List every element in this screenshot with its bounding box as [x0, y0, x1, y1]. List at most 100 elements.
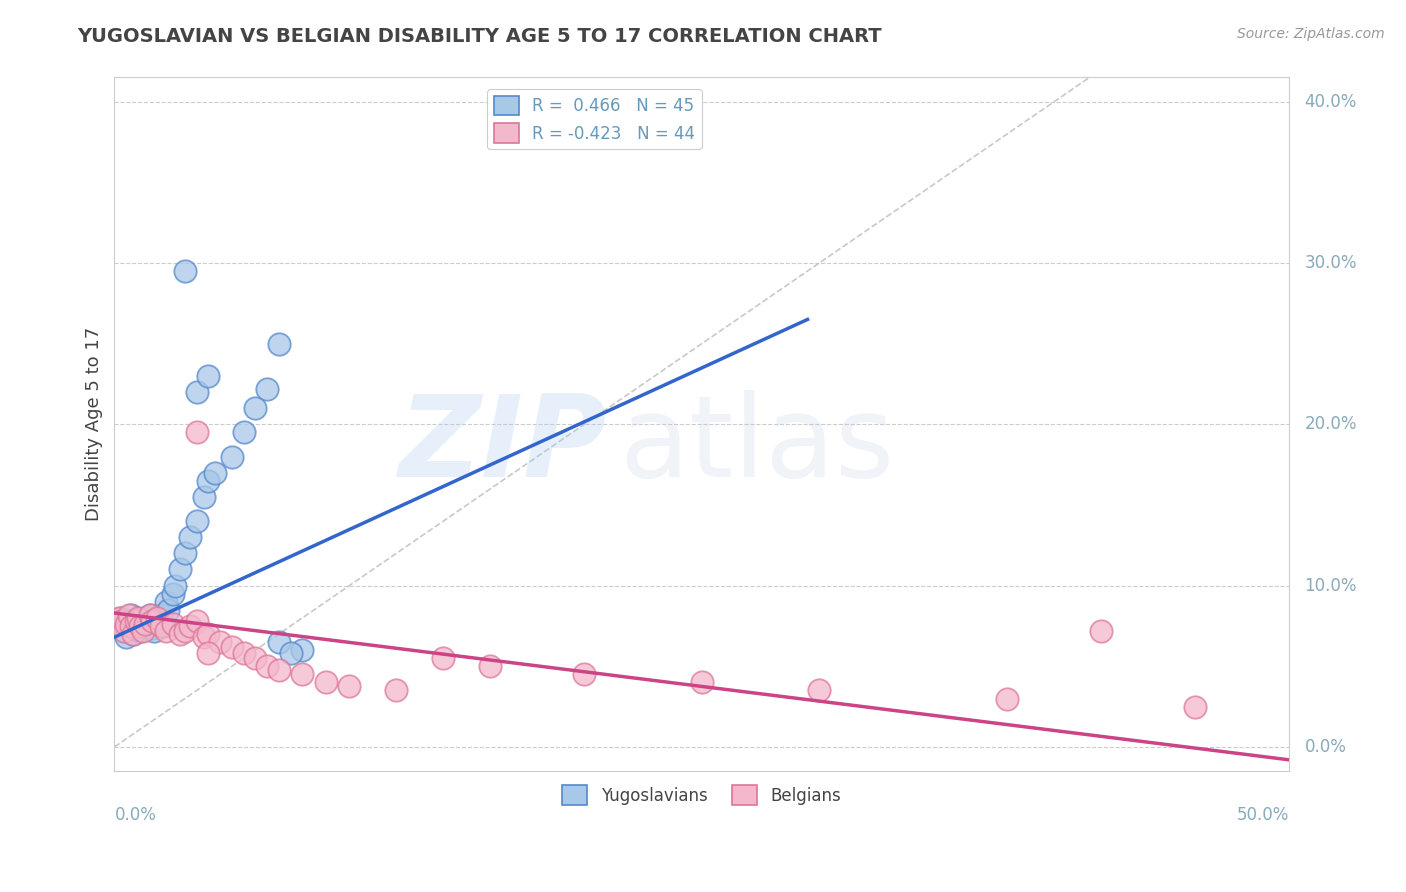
Point — [117, 607, 139, 622]
Point — [385, 683, 408, 698]
Point — [179, 530, 201, 544]
Point — [129, 619, 152, 633]
Point — [150, 619, 173, 633]
Point — [134, 617, 156, 632]
Point — [808, 683, 831, 698]
Point — [145, 611, 167, 625]
Point — [315, 675, 337, 690]
Point — [110, 611, 132, 625]
Point — [115, 630, 138, 644]
Point — [155, 624, 177, 638]
Point — [138, 617, 160, 632]
Point — [197, 646, 219, 660]
Point — [120, 619, 142, 633]
Point — [193, 490, 215, 504]
Point — [174, 546, 197, 560]
Text: YUGOSLAVIAN VS BELGIAN DISABILITY AGE 5 TO 17 CORRELATION CHART: YUGOSLAVIAN VS BELGIAN DISABILITY AGE 5 … — [77, 27, 882, 45]
Point — [245, 651, 267, 665]
Text: ZIP: ZIP — [399, 390, 607, 500]
Point — [221, 640, 243, 654]
Point — [131, 624, 153, 638]
Point — [280, 646, 302, 660]
Point — [157, 603, 180, 617]
Point — [169, 627, 191, 641]
Point — [108, 611, 131, 625]
Point — [141, 614, 163, 628]
Point — [479, 659, 502, 673]
Point — [122, 627, 145, 641]
Point — [136, 611, 159, 625]
Point — [108, 619, 131, 633]
Point — [141, 621, 163, 635]
Point — [162, 617, 184, 632]
Point — [143, 624, 166, 638]
Point — [256, 659, 278, 673]
Point — [174, 264, 197, 278]
Point — [150, 607, 173, 622]
Point — [169, 562, 191, 576]
Text: Source: ZipAtlas.com: Source: ZipAtlas.com — [1237, 27, 1385, 41]
Point — [291, 667, 314, 681]
Text: 0.0%: 0.0% — [1305, 738, 1347, 756]
Point — [256, 382, 278, 396]
Point — [574, 667, 596, 681]
Text: 10.0%: 10.0% — [1305, 576, 1357, 595]
Point — [152, 619, 174, 633]
Point — [162, 587, 184, 601]
Point — [186, 384, 208, 399]
Point — [134, 614, 156, 628]
Point — [112, 624, 135, 638]
Legend: Yugoslavians, Belgians: Yugoslavians, Belgians — [555, 779, 848, 812]
Point — [186, 614, 208, 628]
Point — [197, 627, 219, 641]
Point — [122, 627, 145, 641]
Point — [337, 679, 360, 693]
Text: atlas: atlas — [620, 390, 894, 500]
Point — [124, 622, 146, 636]
Point — [995, 691, 1018, 706]
Point — [127, 611, 149, 625]
Text: 30.0%: 30.0% — [1305, 254, 1357, 272]
Point — [110, 614, 132, 628]
Point — [1184, 699, 1206, 714]
Text: 40.0%: 40.0% — [1305, 93, 1357, 111]
Point — [174, 624, 197, 638]
Point — [1090, 624, 1112, 638]
Point — [120, 607, 142, 622]
Point — [155, 595, 177, 609]
Point — [232, 646, 254, 660]
Point — [193, 630, 215, 644]
Point — [129, 624, 152, 638]
Point — [267, 336, 290, 351]
Point — [291, 643, 314, 657]
Point — [127, 611, 149, 625]
Point — [432, 651, 454, 665]
Point — [186, 514, 208, 528]
Point — [165, 579, 187, 593]
Point — [145, 611, 167, 625]
Point — [204, 466, 226, 480]
Point — [112, 624, 135, 638]
Point — [124, 614, 146, 628]
Point — [267, 663, 290, 677]
Point — [197, 474, 219, 488]
Y-axis label: Disability Age 5 to 17: Disability Age 5 to 17 — [86, 327, 103, 522]
Point — [120, 614, 142, 628]
Point — [131, 619, 153, 633]
Text: 50.0%: 50.0% — [1237, 805, 1289, 824]
Point — [690, 675, 713, 690]
Point — [245, 401, 267, 416]
Text: 0.0%: 0.0% — [114, 805, 156, 824]
Point — [197, 368, 219, 383]
Point — [209, 635, 232, 649]
Point — [186, 425, 208, 440]
Point — [148, 614, 170, 628]
Text: 20.0%: 20.0% — [1305, 416, 1357, 434]
Point — [138, 607, 160, 622]
Point — [232, 425, 254, 440]
Point — [221, 450, 243, 464]
Point — [138, 607, 160, 622]
Point — [267, 635, 290, 649]
Point — [117, 619, 139, 633]
Point — [179, 619, 201, 633]
